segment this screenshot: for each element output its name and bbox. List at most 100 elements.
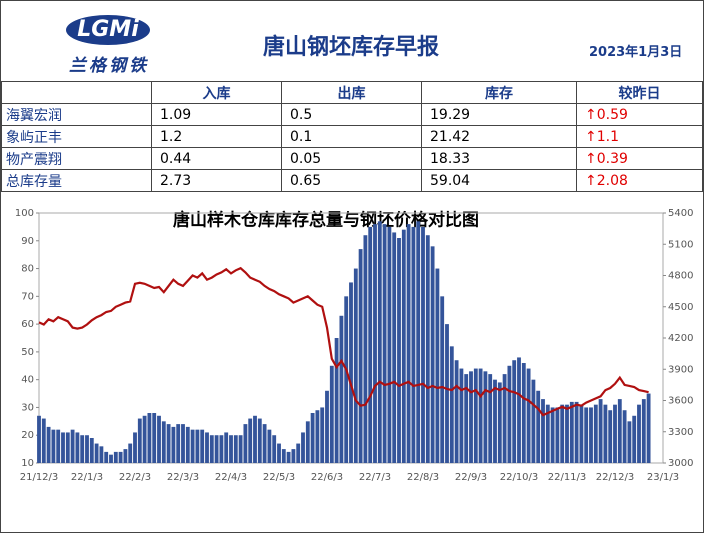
bar [89, 438, 94, 463]
bar [161, 421, 166, 463]
x-tick-label: 22/1/3 [71, 472, 103, 483]
bar [286, 451, 291, 463]
bar [190, 429, 195, 463]
bar [253, 415, 257, 463]
x-tick-label: 22/11/3 [548, 472, 587, 483]
bar [545, 404, 550, 463]
logo: LGMi [66, 15, 150, 45]
bar [526, 368, 531, 463]
table-row: 物产震翔 0.44 0.05 18.33 ↑0.39 [1, 147, 703, 170]
logo-sub: 兰格钢铁 [69, 56, 149, 76]
x-tick-label: 22/3/3 [167, 472, 199, 483]
bar [497, 382, 502, 463]
y2-tick-label: 4800 [668, 271, 693, 282]
bar [574, 401, 579, 463]
bar [113, 451, 118, 463]
table-row: 总库存量 2.73 0.65 59.04 ↑2.08 [1, 169, 703, 192]
cell: 18.33 [421, 147, 577, 170]
x-tick-label: 22/4/3 [215, 472, 247, 483]
cell: 2.73 [151, 169, 282, 192]
y2-tick-label: 5400 [668, 208, 693, 219]
bar [541, 399, 545, 463]
bar [349, 282, 353, 463]
chart-title: 唐山样木仓库库存总量与钢坯价格对比图 [173, 210, 479, 231]
bar [147, 413, 152, 463]
cell: ↑0.59 [576, 103, 703, 126]
bar [128, 443, 133, 463]
column-header: 出库 [281, 81, 422, 104]
bar [344, 296, 349, 463]
bar [65, 432, 70, 463]
bar [171, 426, 176, 463]
x-tick-label: 23/1/3 [647, 472, 679, 483]
chart: 唐山样木仓库库存总量与钢坯价格对比图 10 20 30 40 50 60 70 80 90 100… [15, 208, 694, 483]
bar [51, 429, 56, 463]
bar [185, 426, 190, 463]
bar [584, 407, 589, 463]
bar [243, 424, 248, 463]
row-name: 物产震翔 [1, 147, 152, 170]
bar [613, 404, 617, 463]
bar [315, 410, 320, 463]
bar [157, 415, 161, 463]
bar [200, 429, 205, 463]
bar [603, 404, 608, 463]
y-tick-label: 70 [21, 291, 34, 302]
bar [257, 418, 262, 463]
bar [483, 371, 488, 463]
bar [305, 421, 310, 463]
bar [641, 399, 646, 463]
bar [195, 429, 200, 463]
bar [334, 338, 339, 463]
row-name: 象屿正丰 [1, 125, 152, 148]
bar [219, 435, 224, 463]
bar [622, 410, 627, 463]
bar [478, 368, 483, 463]
bar [80, 435, 85, 463]
bar [536, 390, 541, 463]
date: 2023年1月3日 [589, 45, 683, 60]
stock-table: 入库 出库 库存 较昨日 海翼宏润 1.09 0.5 19.29 ↑0.59 象屿正丰 1.2 0.… [1, 81, 703, 192]
bar [435, 268, 440, 463]
x-tick-label: 22/5/3 [263, 472, 295, 483]
bar [397, 238, 401, 463]
cell: 0.1 [281, 125, 422, 148]
y-tick-label: 60 [21, 319, 34, 330]
y-tick-label: 20 [21, 430, 34, 441]
bar [85, 435, 89, 463]
bar [608, 410, 613, 463]
bar [560, 404, 565, 463]
x-tick-label: 22/9/3 [455, 472, 487, 483]
cell: 0.5 [281, 103, 422, 126]
bar [272, 435, 277, 463]
bar [41, 418, 46, 463]
row-name: 海翼宏润 [1, 103, 152, 126]
bar [406, 224, 411, 463]
bar [46, 426, 51, 463]
bar [214, 435, 219, 463]
x-tick-label: 22/6/3 [311, 472, 343, 483]
x-tick-label: 22/12/3 [596, 472, 635, 483]
y-tick-label: 90 [21, 236, 34, 247]
bar [517, 357, 521, 463]
cell: 59.04 [421, 169, 577, 192]
bar [416, 221, 421, 463]
y-tick-label: 10 [21, 458, 34, 469]
column-header: 库存 [421, 81, 577, 104]
bar [291, 449, 296, 463]
bar [555, 407, 560, 463]
bar [339, 315, 344, 463]
bar [493, 379, 497, 463]
bar [358, 249, 363, 463]
y2-tick-label: 3900 [668, 364, 693, 375]
bar [181, 424, 185, 463]
cell: ↑0.39 [576, 147, 703, 170]
x-tick-label: 21/12/3 [20, 472, 59, 483]
bar [99, 446, 104, 463]
bar [449, 346, 454, 463]
bar [310, 413, 315, 463]
bar [137, 418, 142, 463]
bar [37, 415, 41, 463]
bar [373, 224, 377, 463]
